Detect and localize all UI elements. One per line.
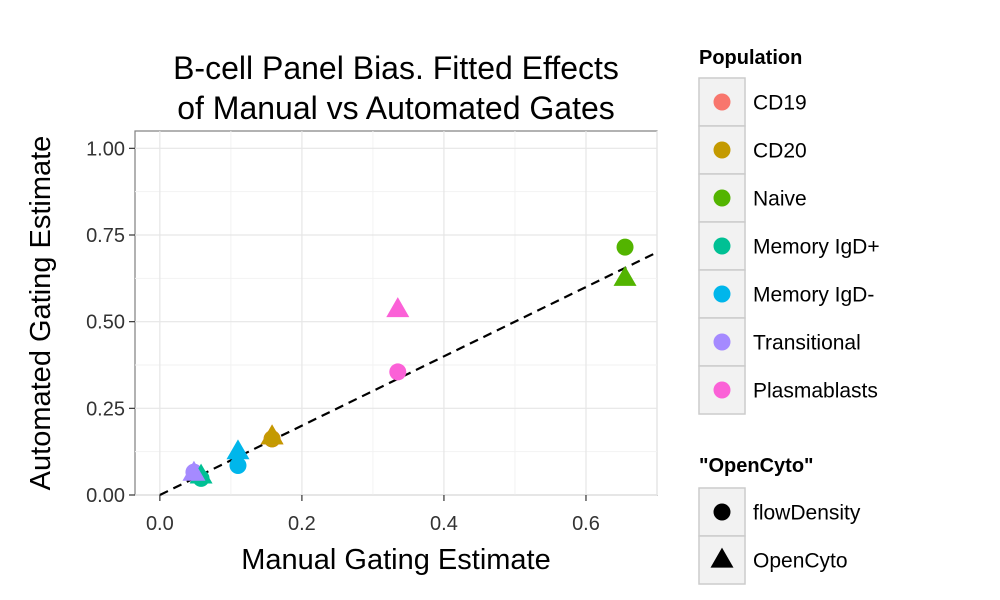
- population-legend-title: Population: [699, 47, 802, 69]
- point-transitional-opencyto: [182, 460, 206, 481]
- x-tick-label: 0.2: [288, 513, 316, 535]
- legend-swatch-circle: [713, 503, 731, 521]
- method-legend-title: "OpenCyto": [699, 455, 814, 477]
- x-tick-label: 0.6: [572, 513, 600, 535]
- legend-swatch-cd19: [713, 93, 731, 111]
- point-naive-opencyto: [613, 265, 637, 286]
- x-tick-label: 0.4: [430, 513, 458, 535]
- y-tick-label: 0.50: [86, 312, 125, 334]
- y-tick-label: 0.75: [86, 225, 125, 247]
- legend-label: Transitional: [753, 332, 861, 355]
- point-memory-igd--flowdensity: [229, 457, 247, 475]
- y-tick-label: 0.00: [86, 485, 125, 507]
- legend-label: CD19: [753, 92, 807, 115]
- population-legend: Population CD19 CD20 Naive Memory IgD+ Memory…: [698, 47, 880, 415]
- legend-label: OpenCyto: [753, 550, 848, 573]
- chart-title-line-2: of Manual vs Automated Gates: [177, 90, 615, 126]
- legend-swatch-triangle: [710, 547, 734, 568]
- y-axis-title: Automated Gating Estimate: [25, 136, 57, 491]
- grid-lines: [135, 131, 658, 496]
- legend-swatch-cd20: [713, 141, 731, 159]
- point-plasmablasts-flowdensity: [389, 363, 407, 381]
- x-axis-title: Manual Gating Estimate: [241, 544, 550, 576]
- legend-swatch-memory-igd-: [713, 237, 731, 255]
- point-cd20-opencyto: [260, 424, 284, 445]
- legend-swatch-memory-igd-: [713, 285, 731, 303]
- point-memory-igd--opencyto: [226, 439, 250, 460]
- legend-swatch-naive: [713, 189, 731, 207]
- legend-swatch-transitional: [713, 333, 731, 351]
- method-legend: "OpenCyto" flowDensity OpenCyto: [698, 455, 861, 585]
- legend-label: Naive: [753, 188, 807, 211]
- x-axis: 0.0 0.2 0.4 0.6: [146, 495, 600, 535]
- point-plasmablasts-opencyto: [386, 297, 410, 318]
- y-tick-label: 1.00: [86, 138, 125, 160]
- legend-label: Memory IgD-: [753, 284, 874, 307]
- chart-title-line-1: B-cell Panel Bias. Fitted Effects: [173, 50, 619, 86]
- y-axis: 0.00 0.25 0.50 0.75 1.00: [86, 138, 135, 507]
- point-naive-flowdensity: [616, 238, 634, 256]
- legend-label: CD20: [753, 140, 807, 163]
- x-tick-label: 0.0: [146, 513, 174, 535]
- legend-label: Plasmablasts: [753, 380, 878, 403]
- legend-swatch-plasmablasts: [713, 381, 731, 399]
- legend-label: Memory IgD+: [753, 236, 880, 259]
- y-tick-label: 0.25: [86, 398, 125, 420]
- legend-label: flowDensity: [753, 502, 861, 525]
- data-points: [182, 238, 637, 487]
